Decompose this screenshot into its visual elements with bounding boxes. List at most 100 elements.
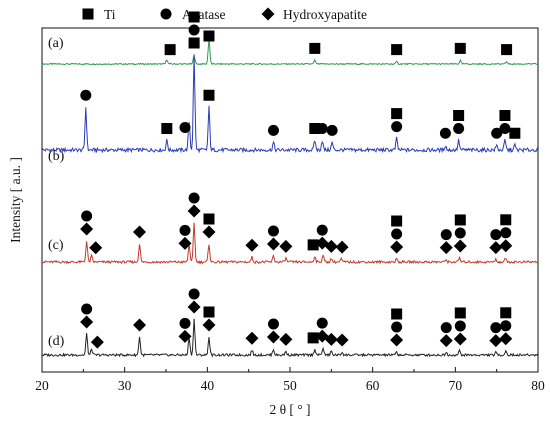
peak-circle-marker — [500, 227, 512, 239]
peak-square-marker — [454, 214, 466, 226]
peak-square-marker — [309, 123, 321, 134]
legend-label-ti: Ti — [104, 7, 116, 22]
peak-circle-marker — [267, 318, 279, 330]
peak-square-marker — [453, 110, 465, 121]
peak-circle-marker — [391, 121, 403, 133]
peak-diamond-marker — [245, 238, 259, 252]
peak-diamond-marker — [499, 332, 513, 346]
series-line-a — [41, 38, 539, 66]
peak-diamond-marker — [89, 241, 103, 255]
peak-square-marker — [501, 44, 513, 56]
peak-circle-marker — [188, 24, 200, 36]
peak-circle-marker — [81, 303, 93, 315]
peak-circle-marker — [391, 228, 403, 240]
peak-circle-marker — [81, 210, 93, 222]
peak-square-marker — [203, 213, 215, 225]
peak-square-marker — [509, 127, 521, 139]
x-ticks: 20 30 40 50 60 70 80 — [35, 367, 545, 393]
x-tick-label: 70 — [449, 378, 463, 393]
marker-layer — [80, 11, 521, 349]
peak-circle-marker — [391, 321, 403, 333]
x-tick-label: 80 — [531, 378, 545, 393]
peak-square-marker — [499, 110, 511, 121]
legend: Ti Anatase Hydroxyapatite — [82, 7, 367, 22]
x-axis-title: 2 θ [ ° ] — [269, 402, 310, 417]
legend-label-anatase: Anatase — [182, 7, 225, 22]
peak-diamond-marker — [279, 239, 293, 253]
peak-diamond-marker — [453, 332, 467, 346]
peak-square-marker — [391, 308, 403, 320]
peak-diamond-marker — [335, 240, 349, 254]
series-line-b — [41, 54, 539, 154]
series-label-d: (d) — [48, 334, 65, 349]
peak-diamond-marker — [453, 239, 467, 253]
legend-square-marker — [82, 8, 94, 20]
peak-diamond-marker — [266, 237, 280, 251]
peak-square-marker — [203, 89, 215, 101]
peak-diamond-marker — [439, 334, 453, 348]
x-tick-label: 40 — [201, 378, 215, 393]
peak-circle-marker — [267, 225, 279, 237]
series-layer: (a) (b) (c) (d) — [41, 36, 539, 358]
peak-diamond-marker — [499, 239, 513, 253]
legend-circle-marker — [160, 8, 172, 20]
peak-circle-marker — [440, 229, 452, 241]
peak-square-marker — [203, 306, 215, 318]
x-tick-label: 30 — [118, 378, 132, 393]
peak-diamond-marker — [90, 335, 104, 349]
peak-circle-marker — [453, 123, 465, 134]
peak-square-marker — [454, 42, 466, 54]
peak-diamond-marker — [279, 332, 293, 346]
peak-circle-marker — [454, 320, 466, 332]
x-tick-label: 60 — [366, 378, 380, 393]
peak-diamond-marker — [187, 300, 201, 314]
peak-square-marker — [454, 307, 466, 319]
peak-circle-marker — [499, 123, 511, 134]
peak-circle-marker — [316, 123, 328, 134]
peak-diamond-marker — [80, 315, 94, 329]
peak-square-marker — [309, 42, 321, 54]
peak-diamond-marker — [133, 318, 147, 332]
peak-diamond-marker — [335, 333, 349, 347]
peak-diamond-marker — [80, 222, 94, 236]
peak-circle-marker — [316, 317, 328, 329]
y-axis-title: Intensity [ a.u. ] — [8, 157, 23, 243]
peak-circle-marker — [179, 122, 191, 134]
peak-diamond-marker — [178, 236, 192, 250]
plot-frame — [41, 27, 539, 373]
peak-square-marker — [391, 44, 403, 56]
peak-square-marker — [161, 123, 173, 134]
series-line-d — [41, 318, 539, 358]
peak-circle-marker — [267, 124, 279, 136]
peak-square-marker — [307, 239, 319, 251]
peak-diamond-marker — [390, 240, 404, 254]
peak-circle-marker — [179, 317, 191, 329]
series-label-c: (c) — [48, 238, 64, 253]
peak-circle-marker — [454, 227, 466, 239]
peak-circle-marker — [491, 127, 503, 139]
peak-circle-marker — [188, 288, 200, 300]
peak-diamond-marker — [187, 204, 201, 218]
peak-circle-marker — [80, 89, 92, 101]
peak-square-marker — [307, 332, 319, 344]
peak-square-marker — [188, 11, 200, 23]
legend-label-hydroxyapatite: Hydroxyapatite — [283, 7, 367, 22]
legend-diamond-marker — [261, 7, 275, 21]
peak-square-marker — [164, 44, 176, 56]
peak-circle-marker — [490, 322, 502, 334]
peak-diamond-marker — [489, 334, 503, 348]
peak-circle-marker — [500, 320, 512, 332]
peak-square-marker — [391, 215, 403, 227]
peak-circle-marker — [326, 124, 338, 136]
peak-square-marker — [500, 307, 512, 319]
peak-square-marker — [500, 214, 512, 226]
peak-square-marker — [203, 30, 215, 42]
peak-diamond-marker — [324, 239, 338, 253]
x-tick-label: 50 — [283, 378, 297, 393]
peak-square-marker — [391, 108, 403, 120]
peak-diamond-marker — [489, 241, 503, 255]
series-label-a: (a) — [48, 36, 64, 51]
peak-circle-marker — [490, 229, 502, 241]
peak-diamond-marker — [178, 329, 192, 343]
